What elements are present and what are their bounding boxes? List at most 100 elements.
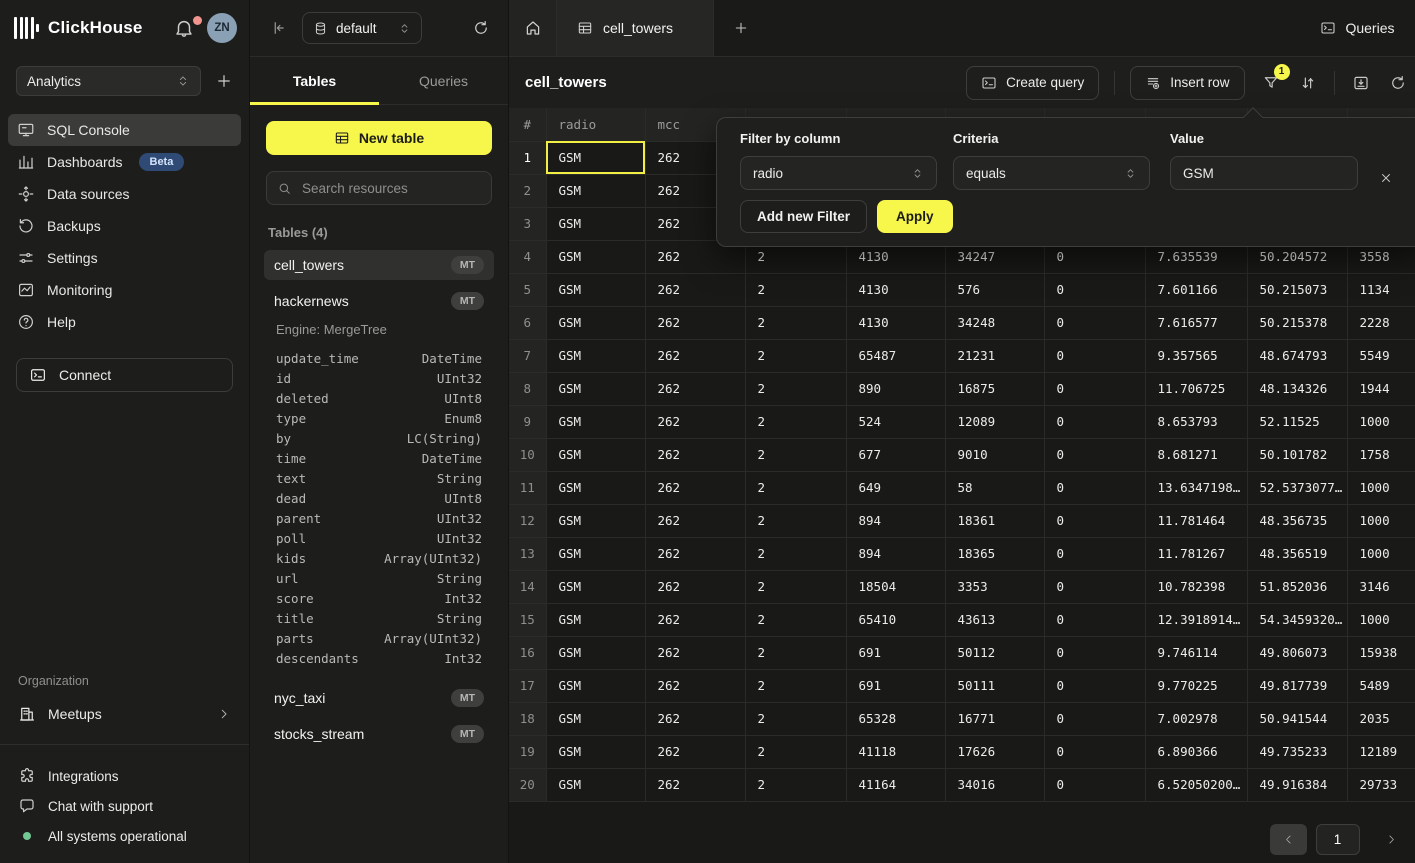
data-cell[interactable]: 2 [745,438,847,472]
data-cell[interactable]: 49.817739 [1247,669,1348,703]
connect-button[interactable]: Connect [16,358,233,392]
data-cell[interactable]: 8.681271 [1145,438,1248,472]
filter-column-select[interactable]: radio [740,156,937,190]
data-cell[interactable]: 2 [745,735,847,769]
data-cell[interactable]: 262 [645,339,746,373]
tab-queries[interactable]: Queries [418,72,469,89]
data-cell[interactable]: 2035 [1347,702,1415,736]
tab-tables[interactable]: Tables [250,57,379,105]
data-cell[interactable]: GSM [546,471,646,505]
data-cell[interactable]: 0 [1044,768,1146,802]
data-cell[interactable]: 2 [745,570,847,604]
data-cell[interactable]: 7.002978 [1145,702,1248,736]
queries-button[interactable]: Queries [1314,19,1400,37]
data-cell[interactable]: 2 [745,273,847,307]
page-number[interactable]: 1 [1315,823,1360,855]
filter-button[interactable]: 1 [1260,63,1290,94]
data-cell[interactable]: 65410 [846,603,946,637]
data-cell[interactable]: 2 [745,768,847,802]
new-tab-button[interactable] [714,0,768,56]
filter-value-input[interactable] [1170,156,1358,190]
data-cell[interactable]: 49.735233 [1247,735,1348,769]
data-cell[interactable]: 9.770225 [1145,669,1248,703]
data-cell[interactable]: GSM [546,372,646,406]
data-cell[interactable]: GSM [546,636,646,670]
data-cell[interactable]: 691 [846,669,946,703]
data-cell[interactable]: 50112 [945,636,1045,670]
create-query-button[interactable]: Create query [966,65,1100,100]
table-item-stocks_stream[interactable]: stocks_stream MT [264,719,494,749]
data-cell[interactable]: 9.746114 [1145,636,1248,670]
data-cell[interactable]: 48.356735 [1247,504,1348,538]
data-cell[interactable]: 262 [645,306,746,340]
data-cell[interactable]: 691 [846,636,946,670]
data-cell[interactable]: 2 [745,306,847,340]
data-cell[interactable]: 0 [1044,570,1146,604]
data-cell[interactable]: 29733 [1347,768,1415,802]
notifications-bell-icon[interactable] [173,17,195,39]
data-cell[interactable]: 21231 [945,339,1045,373]
data-cell[interactable]: GSM [546,207,646,241]
data-cell[interactable]: 50.941544 [1247,702,1348,736]
data-cell[interactable]: GSM [546,141,646,175]
sidebar-item-meetups[interactable]: Meetups [0,698,249,730]
prev-page-button[interactable] [1269,823,1307,855]
data-cell[interactable]: GSM [546,504,646,538]
refresh-grid-button[interactable] [1387,72,1409,94]
data-cell[interactable]: 894 [846,504,946,538]
data-cell[interactable]: 11.781464 [1145,504,1248,538]
data-cell[interactable]: 0 [1044,405,1146,439]
table-item-nyc_taxi[interactable]: nyc_taxi MT [264,683,494,713]
data-cell[interactable]: 13.6347198… [1145,471,1248,505]
data-cell[interactable]: 0 [1044,735,1146,769]
data-cell[interactable]: 48.356519 [1247,537,1348,571]
data-cell[interactable]: 6.52050200… [1145,768,1248,802]
data-cell[interactable]: 4130 [846,306,946,340]
data-cell[interactable]: 524 [846,405,946,439]
data-cell[interactable]: 48.674793 [1247,339,1348,373]
data-cell[interactable]: 50.215073 [1247,273,1348,307]
data-cell[interactable]: GSM [546,174,646,208]
data-cell[interactable]: 12089 [945,405,1045,439]
data-cell[interactable]: 2 [745,603,847,637]
data-cell[interactable]: 5489 [1347,669,1415,703]
sidebar-item-integrations[interactable]: Integrations [0,761,249,791]
data-cell[interactable]: 0 [1044,471,1146,505]
data-cell[interactable]: 262 [645,669,746,703]
collapse-left-icon[interactable] [270,19,288,37]
download-button[interactable] [1350,72,1372,94]
data-cell[interactable]: 0 [1044,273,1146,307]
apply-filter-button[interactable]: Apply [877,200,953,233]
home-tab[interactable] [509,0,557,56]
data-cell[interactable]: 5549 [1347,339,1415,373]
data-cell[interactable]: 262 [645,471,746,505]
data-cell[interactable]: 3146 [1347,570,1415,604]
data-cell[interactable]: 262 [645,273,746,307]
add-service-button[interactable] [215,72,233,90]
next-page-button[interactable] [1377,827,1407,851]
data-cell[interactable]: 4130 [846,273,946,307]
data-cell[interactable]: 1000 [1347,537,1415,571]
data-cell[interactable]: 576 [945,273,1045,307]
sidebar-item-help[interactable]: Help [8,306,241,338]
data-cell[interactable]: 16875 [945,372,1045,406]
data-cell[interactable]: 1000 [1347,471,1415,505]
data-cell[interactable]: 0 [1044,537,1146,571]
data-cell[interactable]: 49.916384 [1247,768,1348,802]
data-cell[interactable]: 7.616577 [1145,306,1248,340]
data-cell[interactable]: 65487 [846,339,946,373]
data-cell[interactable]: 2 [745,372,847,406]
data-cell[interactable]: 262 [645,702,746,736]
sidebar-item-data-sources[interactable]: Data sources [8,178,241,210]
data-cell[interactable]: 1000 [1347,603,1415,637]
data-cell[interactable]: GSM [546,702,646,736]
database-select[interactable]: default [302,12,422,44]
refresh-tables-icon[interactable] [472,19,490,37]
data-cell[interactable]: 1944 [1347,372,1415,406]
data-cell[interactable]: GSM [546,603,646,637]
data-cell[interactable]: 9010 [945,438,1045,472]
data-cell[interactable]: 1000 [1347,405,1415,439]
data-cell[interactable]: 262 [645,636,746,670]
data-cell[interactable]: 2 [745,339,847,373]
sidebar-item-all-systems-operational[interactable]: All systems operational [0,821,249,851]
